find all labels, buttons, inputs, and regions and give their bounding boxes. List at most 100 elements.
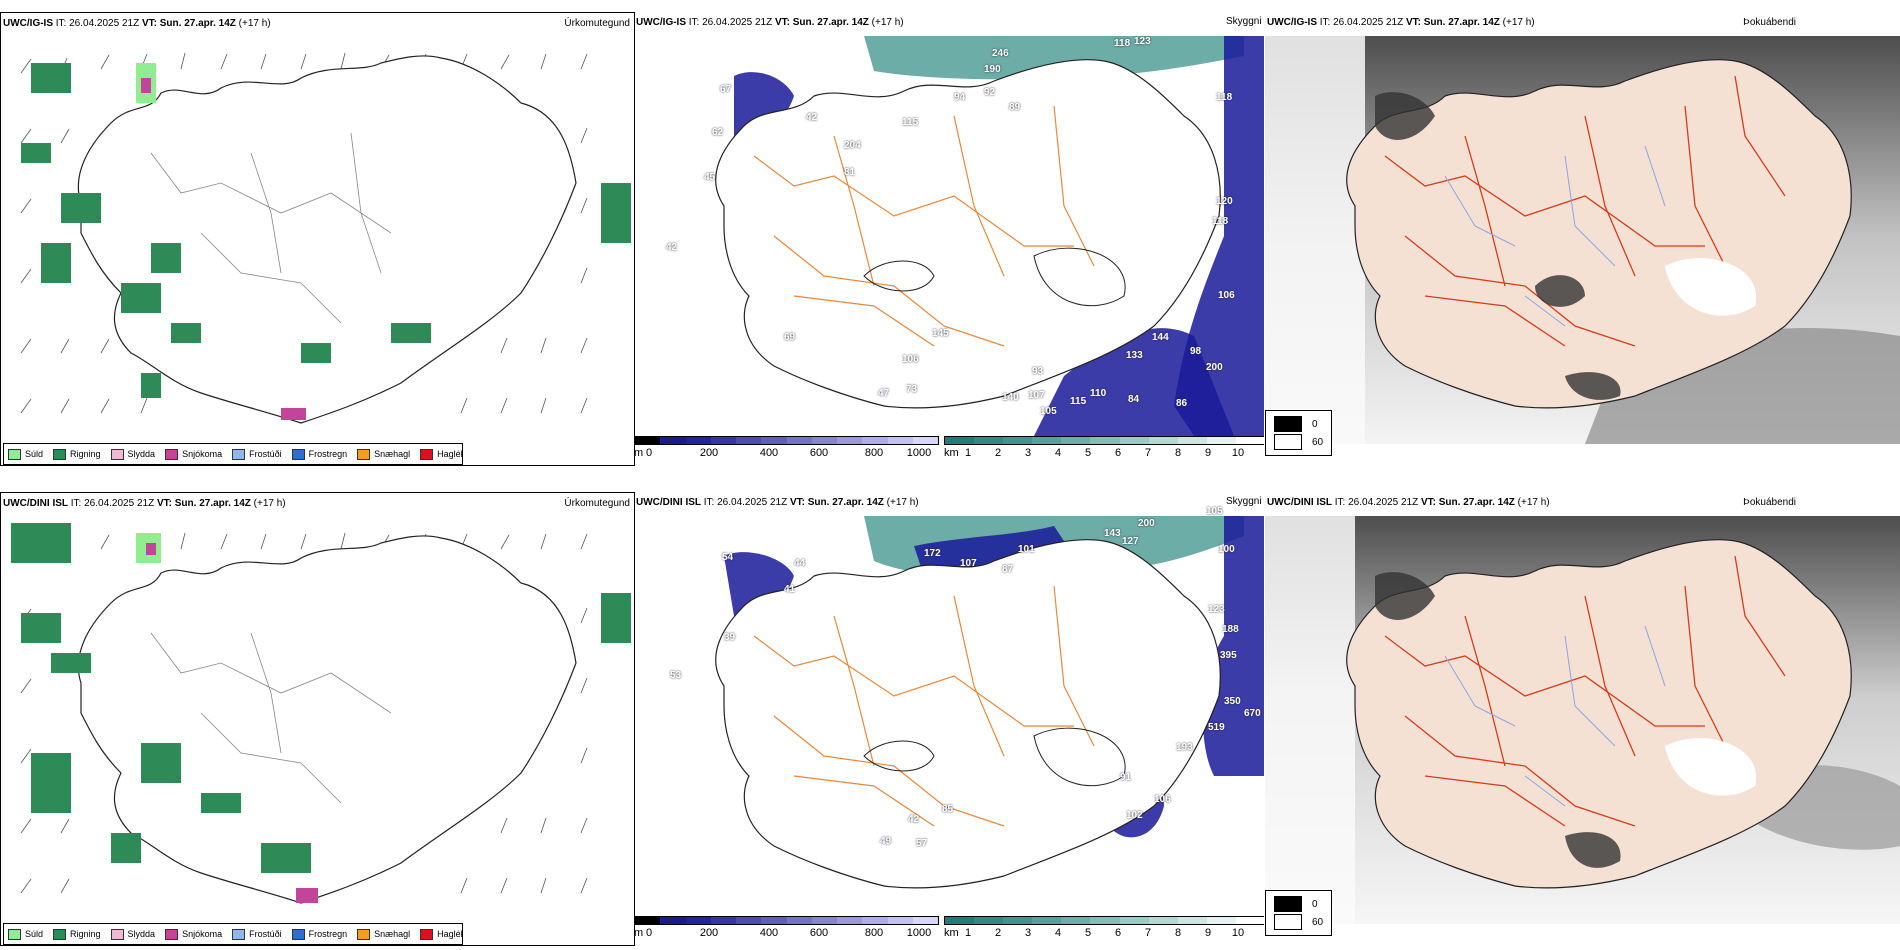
vis-value-label: 42 <box>666 242 678 253</box>
legend-swatch <box>53 928 67 940</box>
fog-panel-row2: UWC/DINI ISL IT: 26.04.2025 21Z VT: Sun.… <box>1265 492 1900 944</box>
vis-value-label: 133 <box>1126 350 1143 361</box>
vis-value-label: 49 <box>880 836 892 847</box>
iceland-coast <box>77 55 577 424</box>
vis-value-label: 85 <box>942 804 954 815</box>
precip-panel-row1: UWC/IG-IS IT: 26.04.2025 21Z VT: Sun. 27… <box>0 12 635 466</box>
legend-item: Haglél <box>420 928 463 940</box>
legend-item: Snjókoma <box>165 448 222 460</box>
vis-value-label: 62 <box>712 127 724 138</box>
panel-title: Úrkomutegund <box>564 498 630 509</box>
vis-value-label: 143 <box>1104 528 1121 539</box>
vis-value-label: 204 <box>844 140 861 151</box>
panel-header: UWC/DINI ISL IT: 26.04.2025 21Z VT: Sun.… <box>1267 497 1550 508</box>
vis-value-label: 73 <box>906 384 918 395</box>
visibility-unit: km <box>944 927 959 939</box>
vis-value-label: 100 <box>1218 544 1235 555</box>
tick-label: 7 <box>1144 447 1152 459</box>
fog-swatch-black <box>1274 416 1302 432</box>
vis-value-label: 69 <box>784 332 796 343</box>
legend-item: Haglél <box>420 448 463 460</box>
legend-swatch <box>232 448 246 460</box>
legend-swatch <box>110 448 124 460</box>
tick-label: 3 <box>1024 447 1032 459</box>
vis-value-label: 41 <box>784 584 796 595</box>
vis-value-label: 123 <box>1134 36 1151 47</box>
tick-label: 200 <box>699 927 719 939</box>
legend-item: Snæhagl <box>357 928 410 940</box>
tick-label: 800 <box>864 927 884 939</box>
vis-value-label: 115 <box>1070 396 1087 407</box>
vis-value-label: 127 <box>1122 536 1139 547</box>
legend-item: Frostúði <box>232 448 282 460</box>
vis-value-label: 193 <box>1176 742 1193 753</box>
vis-value-label: 42 <box>908 814 920 825</box>
tick-label: 2 <box>994 927 1002 939</box>
fog-legend: 0 60 <box>1265 890 1333 936</box>
precip-legend: Súld Rigning Slydda Snjókoma Frostúði Fr… <box>3 923 463 945</box>
legend-swatch <box>420 928 434 940</box>
tick-label: 0 <box>645 447 653 459</box>
legend-item: Rigning <box>53 928 101 940</box>
vis-value-label: 84 <box>1128 394 1140 405</box>
height-unit: m <box>634 447 644 459</box>
tick-label: 10 <box>1231 927 1245 939</box>
vis-value-label: 200 <box>1206 362 1223 373</box>
vis-value-label: 115 <box>902 117 919 128</box>
tick-label: 8 <box>1174 927 1182 939</box>
tick-label: 10 <box>1231 447 1245 459</box>
visibility-title: Skyggni <box>1226 496 1262 507</box>
tick-label: 7 <box>1144 927 1152 939</box>
tick-label: 9 <box>1204 927 1212 939</box>
visibility-map <box>715 36 1264 436</box>
tick-label: 4 <box>1054 927 1062 939</box>
panel-header: UWC/DINI ISL IT: 26.04.2025 21Z VT: Sun.… <box>3 498 286 509</box>
precip-map <box>20 52 631 424</box>
vis-value-label: 107 <box>960 558 977 569</box>
vis-value-label: 94 <box>954 92 966 103</box>
visibility-panel-row1: UWC/IG-IS IT: 26.04.2025 21Z VT: Sun. 27… <box>634 12 1264 464</box>
vis-value-label: 519 <box>1208 722 1225 733</box>
vis-value-label: 98 <box>1190 346 1202 357</box>
panel-header: UWC/DINI ISL IT: 26.04.2025 21Z VT: Sun.… <box>636 497 919 508</box>
height-ticks: m 0 200 400 600 800 1000 <box>634 447 939 459</box>
vis-value-label: 105 <box>1206 506 1223 517</box>
fog-legend: 0 60 <box>1265 410 1333 456</box>
tick-label: 1000 <box>906 447 932 459</box>
legend-swatch <box>420 448 434 460</box>
tick-label: 400 <box>759 927 779 939</box>
vis-value-label: 190 <box>984 64 1001 75</box>
vis-value-label: 67 <box>720 84 732 95</box>
tick-label: 600 <box>809 447 829 459</box>
vis-value-label: 106 <box>1154 794 1171 805</box>
panel-title: Þokuábendi <box>1743 497 1796 508</box>
vis-value-label: 118 <box>1216 92 1233 103</box>
tick-label: 9 <box>1204 447 1212 459</box>
legend-swatch <box>357 448 371 460</box>
panel-title: Úrkomutegund <box>564 18 630 29</box>
legend-swatch <box>291 448 305 460</box>
legend-item: Snæhagl <box>357 448 410 460</box>
vis-value-label: 101 <box>1018 544 1035 555</box>
visibility-colorbar: km 1 2 3 4 5 6 7 8 9 10 <box>944 436 1264 459</box>
vis-value-label: 107 <box>1028 390 1045 401</box>
tick-label: 1000 <box>906 927 932 939</box>
vis-value-label: 44 <box>794 558 806 569</box>
visibility-panel-row2: UWC/DINI ISL IT: 26.04.2025 21Z VT: Sun.… <box>634 492 1264 944</box>
legend-swatch <box>232 928 246 940</box>
vis-value-label: 123 <box>1208 604 1225 615</box>
fog-map <box>1265 516 1900 924</box>
legend-swatch <box>8 448 21 460</box>
panel-title: Þokuábendi <box>1743 17 1796 28</box>
tick-label: 3 <box>1024 927 1032 939</box>
tick-label: 400 <box>759 447 779 459</box>
tick-label: 4 <box>1054 447 1062 459</box>
tick-label: 1 <box>964 927 972 939</box>
tick-label: 600 <box>809 927 829 939</box>
visibility-title: Skyggni <box>1226 16 1262 27</box>
vis-value-label: 200 <box>1138 518 1155 529</box>
vis-value-label: 144 <box>1152 332 1169 343</box>
vis-value-label: 106 <box>1218 290 1235 301</box>
vis-value-label: 246 <box>992 48 1009 59</box>
iceland-coast <box>77 535 577 904</box>
